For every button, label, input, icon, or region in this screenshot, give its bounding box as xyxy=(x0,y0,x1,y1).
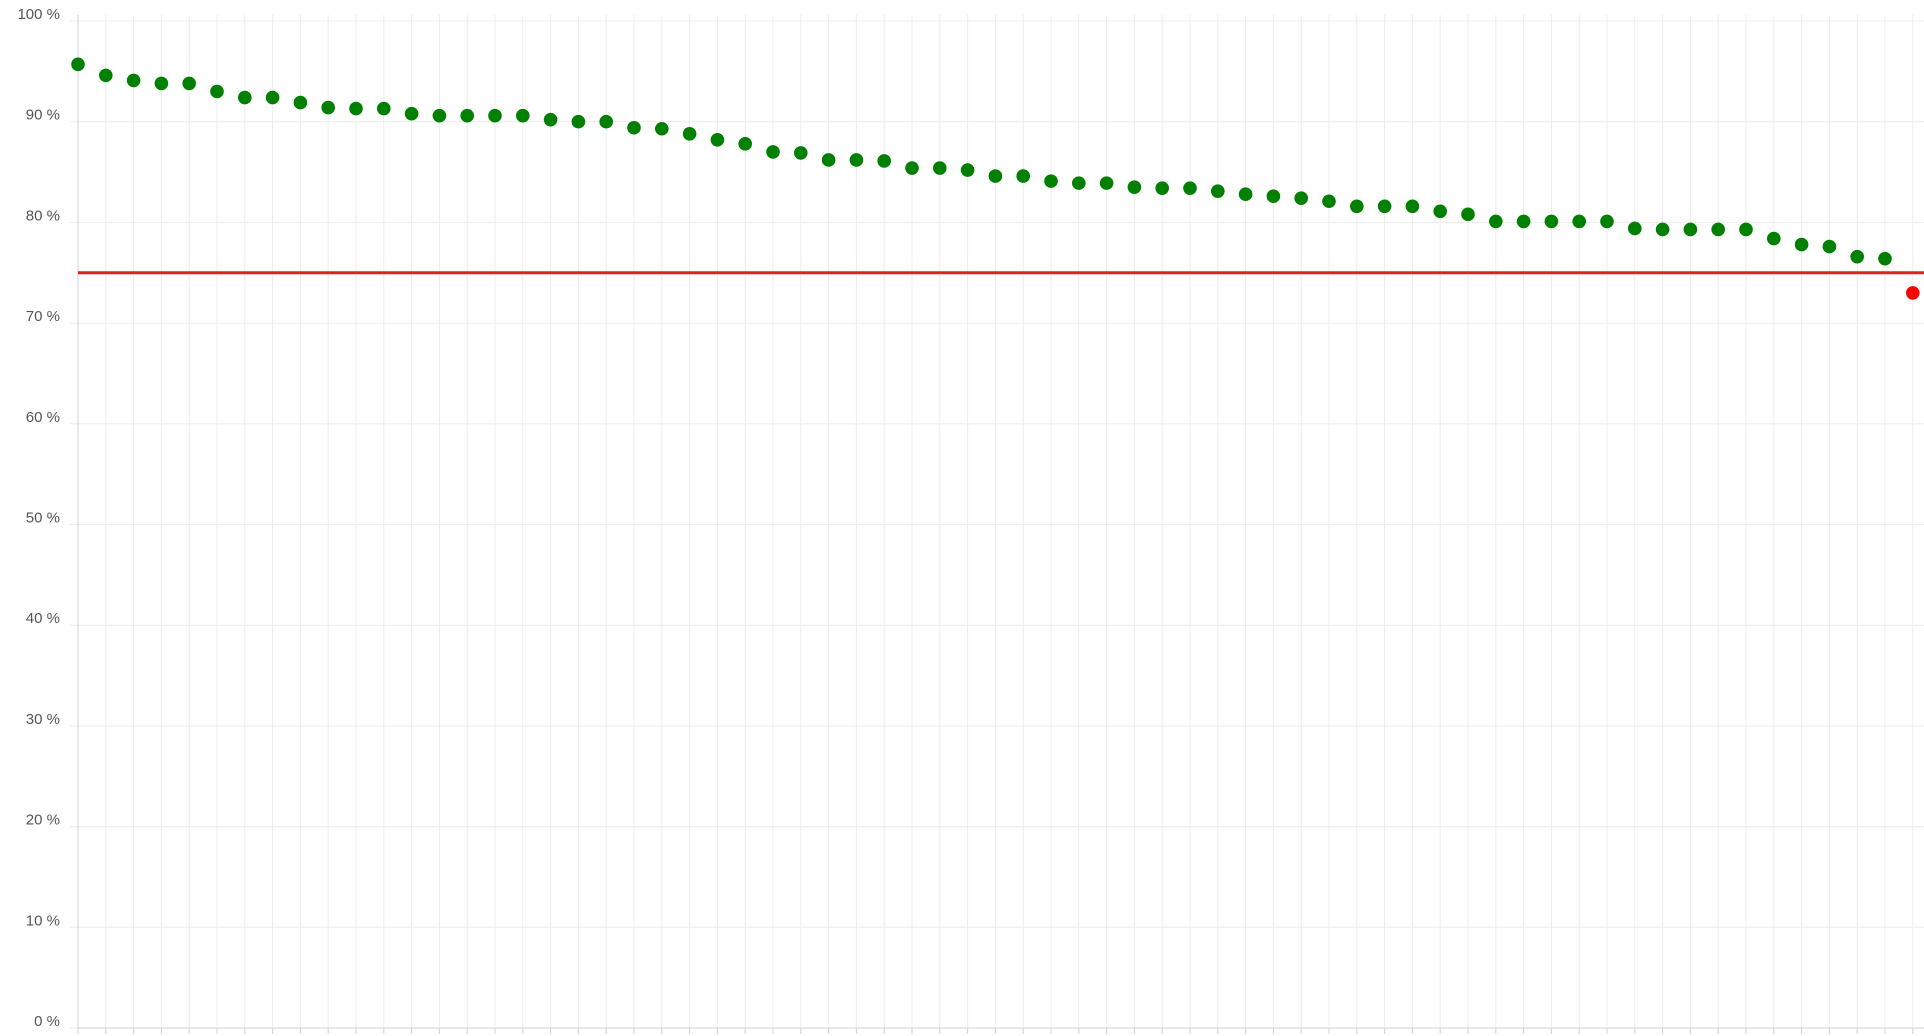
data-point xyxy=(1266,189,1281,204)
data-point xyxy=(682,126,697,141)
y-tick-label: 60 % xyxy=(26,409,60,426)
data-point xyxy=(1433,204,1447,219)
data-point xyxy=(293,95,308,110)
data-point xyxy=(488,108,502,123)
data-point xyxy=(1016,169,1030,183)
data-point xyxy=(210,84,224,99)
data-point xyxy=(627,120,641,135)
data-point xyxy=(849,153,864,167)
y-tick-label: 0 % xyxy=(34,1013,60,1030)
data-point xyxy=(516,108,530,123)
data-point xyxy=(1739,222,1753,237)
data-point xyxy=(933,161,947,175)
data-point xyxy=(599,114,613,129)
data-point xyxy=(1211,184,1225,198)
grid xyxy=(70,15,1924,1029)
data-point xyxy=(710,133,725,147)
data-point xyxy=(1322,194,1336,209)
data-point xyxy=(1794,237,1809,252)
data-point xyxy=(1155,181,1169,195)
data-point xyxy=(1516,214,1531,229)
data-point xyxy=(1878,251,1892,266)
y-tick-label: 80 % xyxy=(26,207,60,224)
data-point xyxy=(126,73,141,88)
data-point xyxy=(543,112,558,127)
data-point xyxy=(1294,191,1308,206)
data-point xyxy=(1072,176,1086,190)
data-point xyxy=(571,114,586,129)
y-tick-label: 30 % xyxy=(26,711,60,728)
y-tick-label: 100 % xyxy=(17,6,60,23)
data-point xyxy=(1683,222,1698,237)
data-point xyxy=(1183,181,1197,195)
data-point xyxy=(1822,239,1837,254)
data-point xyxy=(1099,176,1114,190)
data-point xyxy=(1600,214,1614,229)
data-point xyxy=(1655,222,1670,237)
data-point xyxy=(182,76,196,91)
data-point xyxy=(71,57,85,72)
y-tick-labels: 0 % 10 % 20 % 30 % 40 % 50 % 60 % 70 % 80 % 90 % 1… xyxy=(17,6,60,1030)
data-point xyxy=(1377,199,1392,214)
data-point xyxy=(404,106,419,121)
data-point xyxy=(1405,199,1420,214)
data-point xyxy=(238,90,252,105)
data-point xyxy=(1711,222,1725,237)
data-point xyxy=(1850,249,1864,264)
data-point xyxy=(1044,174,1058,188)
y-tick-label: 10 % xyxy=(26,912,60,929)
data-point xyxy=(905,161,919,175)
data-point xyxy=(265,90,280,105)
y-tick-label: 50 % xyxy=(26,510,60,527)
data-point xyxy=(99,68,113,83)
data-point xyxy=(1628,221,1642,236)
data-point xyxy=(460,108,475,123)
data-point xyxy=(988,169,1003,183)
data-point xyxy=(154,76,169,91)
data-point xyxy=(349,101,363,116)
data-point xyxy=(1572,214,1586,229)
y-tick-label: 90 % xyxy=(26,107,60,124)
data-point xyxy=(1489,214,1503,229)
data-point xyxy=(432,108,447,123)
data-point xyxy=(1127,180,1142,194)
data-points xyxy=(71,57,1920,300)
data-point-below-threshold xyxy=(1906,286,1920,300)
y-tick-label: 40 % xyxy=(26,610,60,627)
data-point xyxy=(321,100,336,115)
data-point xyxy=(794,146,808,160)
axes xyxy=(77,15,1924,1034)
data-point xyxy=(1544,214,1559,229)
data-point xyxy=(960,163,975,177)
data-point xyxy=(1767,231,1781,246)
data-point xyxy=(738,137,752,151)
data-point xyxy=(1238,187,1253,202)
data-point xyxy=(821,153,836,167)
data-point xyxy=(655,121,669,136)
data-point xyxy=(877,154,891,168)
y-tick-label: 70 % xyxy=(26,308,60,325)
data-point xyxy=(1350,199,1364,214)
data-point xyxy=(1461,207,1475,222)
data-point xyxy=(377,101,391,116)
y-tick-label: 20 % xyxy=(26,812,60,829)
data-point xyxy=(766,145,780,159)
